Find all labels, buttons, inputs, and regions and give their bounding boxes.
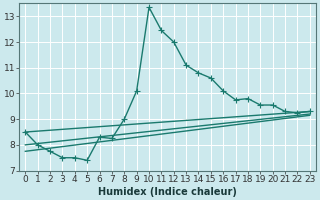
X-axis label: Humidex (Indice chaleur): Humidex (Indice chaleur) — [98, 187, 237, 197]
